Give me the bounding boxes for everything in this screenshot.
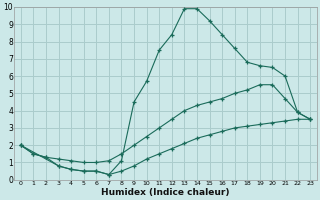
X-axis label: Humidex (Indice chaleur): Humidex (Indice chaleur) [101, 188, 230, 197]
